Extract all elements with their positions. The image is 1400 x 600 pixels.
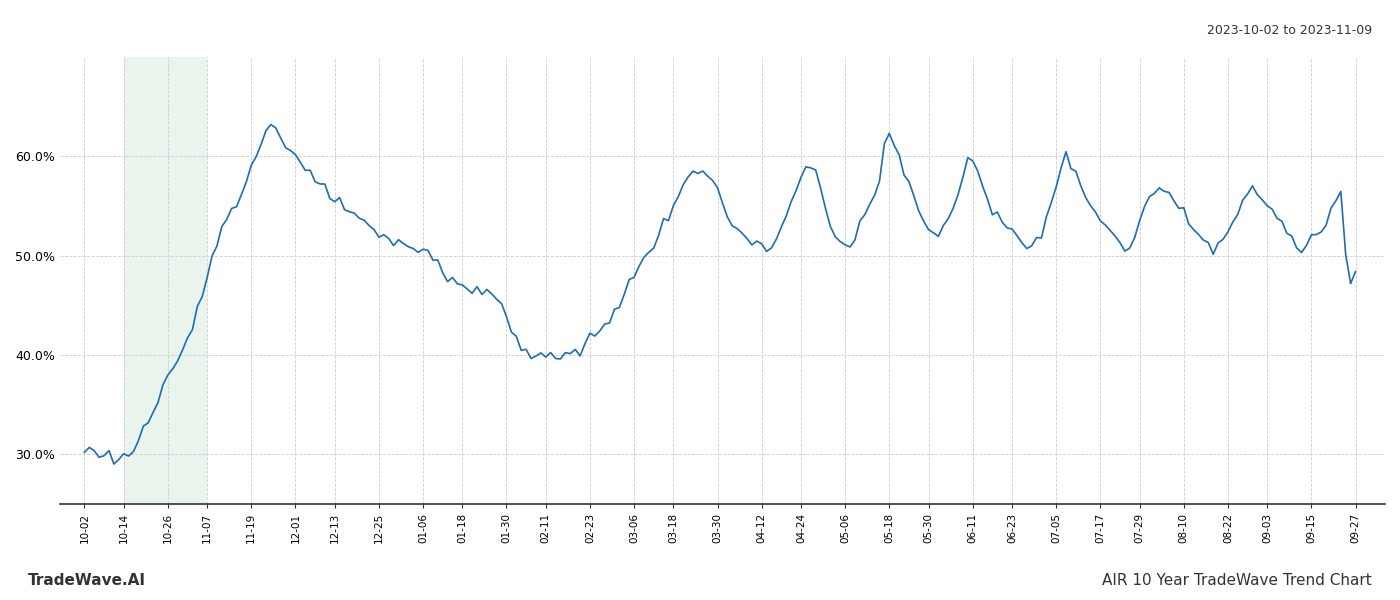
Text: TradeWave.AI: TradeWave.AI bbox=[28, 573, 146, 588]
Text: 2023-10-02 to 2023-11-09: 2023-10-02 to 2023-11-09 bbox=[1207, 24, 1372, 37]
Text: AIR 10 Year TradeWave Trend Chart: AIR 10 Year TradeWave Trend Chart bbox=[1102, 573, 1372, 588]
Bar bbox=[123, 57, 207, 504]
